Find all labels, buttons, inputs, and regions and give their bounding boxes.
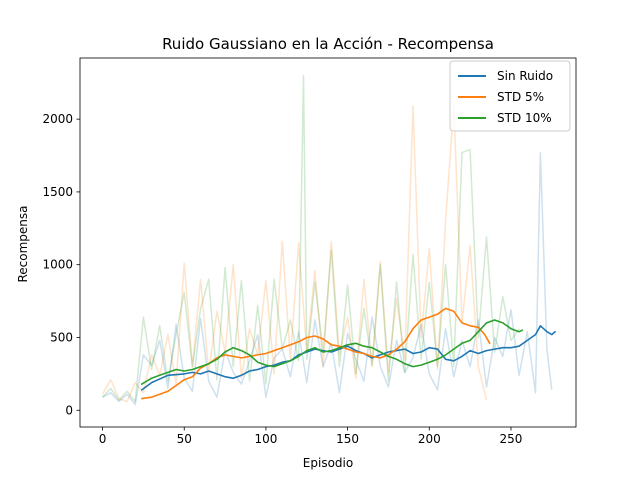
x-tick-label: 50 (177, 432, 192, 446)
x-tick-label: 150 (336, 432, 359, 446)
chart-title: Ruido Gaussiano en la Acción - Recompens… (162, 35, 494, 53)
y-axis-label: Recompensa (16, 205, 30, 282)
x-tick-label: 250 (500, 432, 523, 446)
legend-label-std-10: STD 10% (497, 111, 552, 125)
y-tick-label: 2000 (42, 112, 73, 126)
legend-label-std-5: STD 5% (497, 90, 544, 104)
x-tick-label: 200 (418, 432, 441, 446)
x-tick-label: 0 (99, 432, 107, 446)
legend: Sin Ruido STD 5% STD 10% (450, 61, 570, 131)
y-tick-label: 500 (50, 330, 73, 344)
x-axis-label: Episodio (303, 456, 353, 470)
y-tick-label: 0 (65, 403, 73, 417)
y-tick-label: 1500 (42, 185, 73, 199)
legend-label-sin-ruido: Sin Ruido (497, 69, 553, 83)
x-tick-label: 100 (254, 432, 277, 446)
y-tick-label: 1000 (42, 258, 73, 272)
